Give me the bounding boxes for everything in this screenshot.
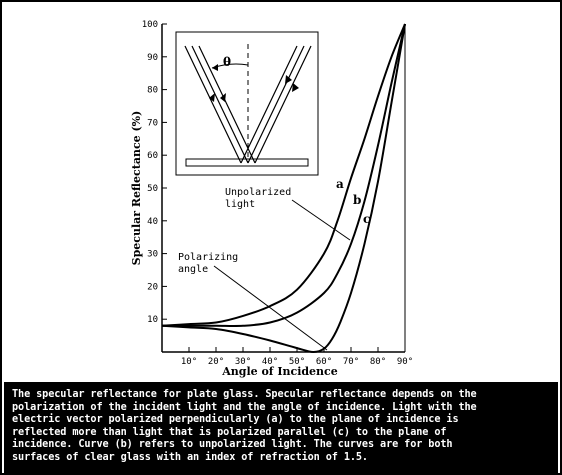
glass-plate: [185, 158, 309, 167]
caption-line: electric vector polarized perpendicularl…: [12, 414, 459, 426]
arrowhead-reflected: [292, 83, 299, 92]
y-tick-label: 80: [147, 86, 158, 96]
angle-arc-arrow: [212, 64, 218, 71]
caption-line: surfaces of clear glass with an index of…: [12, 451, 368, 463]
curve-label-a: a: [336, 177, 344, 191]
x-tick-label: 80°: [370, 357, 386, 367]
series-line-c: [161, 23, 406, 354]
reflected-ray: [247, 45, 305, 164]
x-tick-label: 10°: [181, 357, 197, 367]
annotation-polarizing: Polarizing: [178, 252, 238, 263]
y-axis-title: Specular Reflectance (%): [130, 111, 143, 266]
y-tick-label: 60: [147, 151, 158, 161]
x-tick-label: 50°: [289, 357, 305, 367]
x-tick-label: 30°: [235, 357, 251, 367]
arrowhead-incident: [220, 93, 226, 102]
arrowhead-incident: [209, 93, 215, 102]
figure-caption: The specular reflectance for plate glass…: [4, 382, 558, 473]
reflectance-chart: 10 20 30 40 50 60 70 80 90 100 10° 20° 30° 40° 50° 60° 7…: [130, 20, 413, 378]
y-tick-label: 90: [147, 53, 158, 63]
annotation-unpolarized-line2: light: [225, 199, 255, 210]
y-tick-label: 50: [147, 184, 158, 194]
incident-ray: [191, 45, 249, 164]
tick-label-group: 10 20 30 40 50 60 70 80 90 100 10° 20° 30° 40° 50° 60° 7…: [142, 20, 413, 367]
incident-ray: [184, 45, 242, 164]
x-axis-title: Angle of Incidence: [221, 365, 338, 378]
caption-line: incidence. Curve (b) refers to unpolariz…: [12, 439, 453, 451]
caption-line: The specular reflectance for plate glass…: [12, 389, 477, 400]
caption-line: reflected more than light that is polari…: [12, 426, 447, 438]
curve-label-b: b: [353, 193, 361, 207]
y-tick-label: 30: [147, 250, 158, 260]
theta-label: θ: [223, 55, 231, 69]
annotation-unpolarized: Unpolarized: [225, 187, 291, 198]
annotation-unpolarized-leader: [291, 199, 351, 241]
series-line-b: [162, 23, 406, 328]
series-line-a: [161, 23, 406, 327]
y-tick-label: 100: [142, 20, 158, 30]
annotation-polarizing-leader: [213, 265, 328, 351]
curve-label-c: c: [363, 212, 370, 226]
reflected-ray: [254, 45, 312, 164]
y-tick-label: 10: [147, 315, 158, 325]
x-tick-label: 40°: [262, 357, 278, 367]
y-tick-label: 40: [147, 217, 158, 227]
inset-reflection-diagram: θ: [175, 31, 319, 176]
annotation-polarizing-line2: angle: [178, 264, 208, 275]
y-tick-label: 20: [147, 282, 158, 292]
caption-line: polarization of the incident light and t…: [12, 401, 477, 413]
inset-frame: [175, 31, 319, 176]
reflected-ray: [240, 45, 298, 164]
x-tick-label: 20°: [208, 357, 224, 367]
series-group: [161, 23, 406, 354]
tick-group: [162, 23, 406, 352]
x-tick-label: 90°: [397, 357, 413, 367]
x-tick-label: 60°: [316, 357, 332, 367]
incident-ray: [198, 45, 256, 164]
arrowhead-reflected: [285, 75, 292, 84]
y-tick-label: 70: [147, 118, 158, 128]
x-tick-label: 70°: [343, 357, 359, 367]
